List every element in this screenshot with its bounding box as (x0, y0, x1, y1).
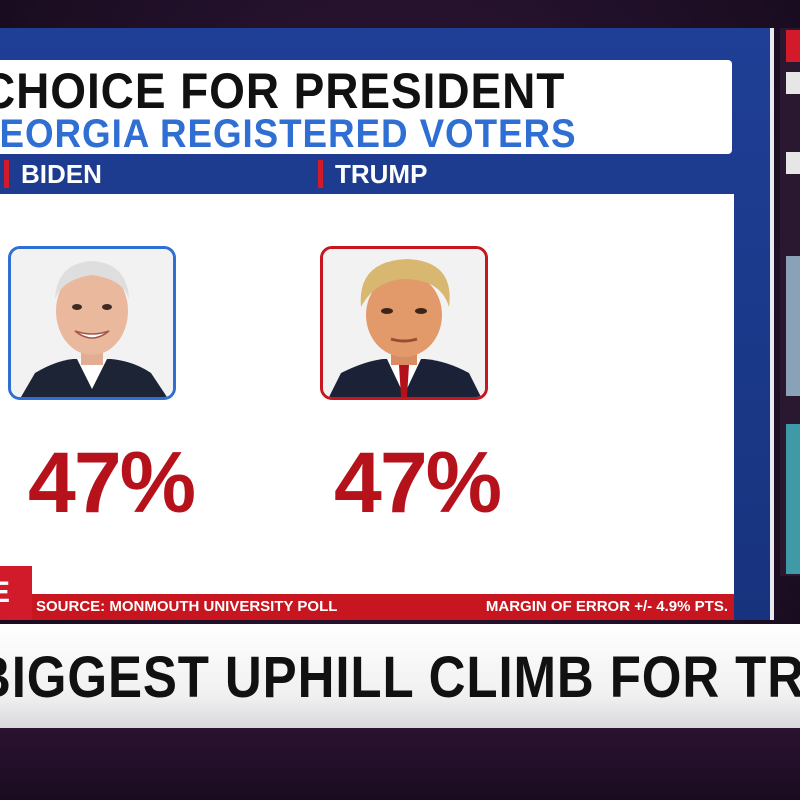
chyron-headline: BIGGEST UPHILL CLIMB FOR TRUMP REELECTIO… (0, 645, 800, 710)
side-red-block (786, 30, 800, 62)
graphic-title: CHOICE FOR PRESIDENT (0, 63, 566, 119)
source-text: SOURCE: MONMOUTH UNIVERSITY POLL (36, 598, 338, 615)
results-panel: 47% 47% (0, 194, 734, 596)
title-box: CHOICE FOR PRESIDENT GEORGIA REGISTERED … (0, 60, 732, 154)
side-white-block (786, 72, 800, 94)
side-image-thumb (786, 256, 800, 396)
biden-percent: 47% (28, 435, 196, 531)
poll-graphic-board: CHOICE FOR PRESIDENT GEORGIA REGISTERED … (0, 28, 774, 620)
biden-portrait (8, 246, 176, 400)
candidate-label-trump: TRUMP (318, 160, 427, 188)
live-tab-label: E (0, 576, 11, 609)
source-bar: SOURCE: MONMOUTH UNIVERSITY POLL MARGIN … (0, 594, 734, 620)
trump-percent: 47% (334, 435, 502, 531)
margin-of-error-text: MARGIN OF ERROR +/- 4.9% PTS. (485, 598, 728, 615)
side-white-block-2 (786, 152, 800, 174)
side-image-thumb-2 (786, 424, 800, 574)
candidate-label-biden: BIDEN (4, 160, 102, 188)
side-monitor-strip (780, 28, 800, 576)
live-tab: E (0, 566, 32, 620)
bottom-band (0, 728, 800, 800)
trump-portrait (320, 246, 488, 400)
graphic-subtitle: GEORGIA REGISTERED VOTERS (0, 112, 577, 154)
lower-third-chyron: BIGGEST UPHILL CLIMB FOR TRUMP REELECTIO… (0, 624, 800, 728)
